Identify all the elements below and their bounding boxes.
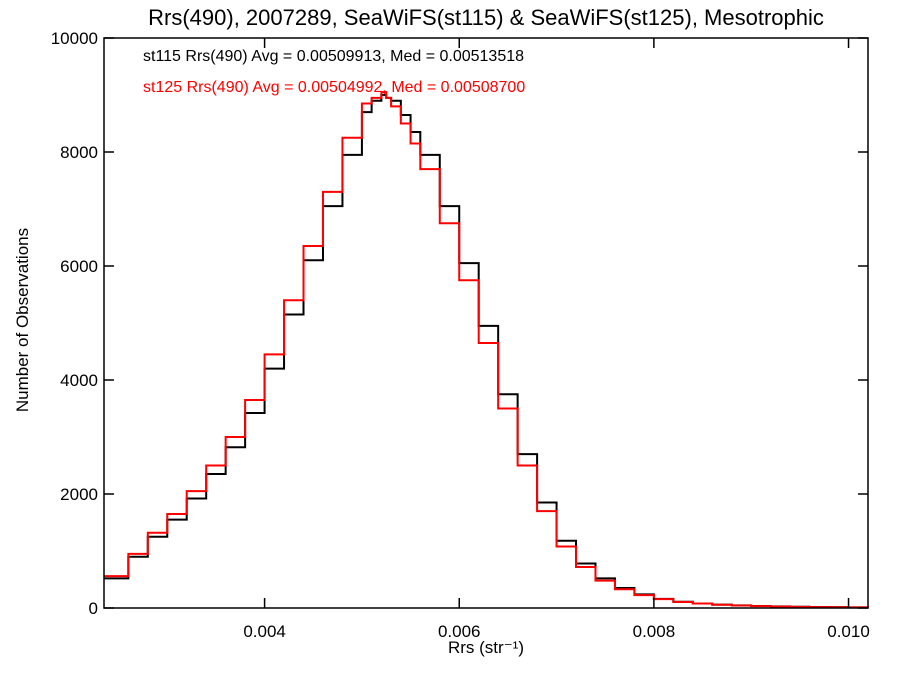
plot-series [104,91,869,609]
y-tick-label: 2000 [60,485,98,504]
legend: st115 Rrs(490) Avg = 0.00509913, Med = 0… [143,48,525,96]
legend-annotation-st115: st115 Rrs(490) Avg = 0.00509913, Med = 0… [143,48,524,65]
y-tick-label: 0 [89,599,98,618]
y-tick-label: 4000 [60,371,98,390]
x-tick-label: 0.010 [827,622,870,641]
x-tick-label: 0.008 [633,622,676,641]
x-axis-label: Rrs (str⁻¹) [448,638,524,657]
series-line-st125 [104,91,869,609]
legend-annotation-st125: st125 Rrs(490) Avg = 0.00504992, Med = 0… [143,79,525,96]
x-tick-label: 0.006 [438,622,481,641]
plot-frame [103,37,869,609]
y-tick-label: 8000 [60,143,98,162]
series-line-st115 [104,94,869,609]
chart-title: Rrs(490), 2007289, SeaWiFS(st115) & SeaW… [148,5,824,30]
axis-ticks: 0.004 0.006 0.008 0.010 0 2000 4000 6000 8000 100… [51,29,870,641]
x-tick-label: 0.004 [243,622,286,641]
y-tick-label: 10000 [51,29,98,48]
y-tick-label: 6000 [60,257,98,276]
y-axis-label: Number of Observations [13,228,32,412]
